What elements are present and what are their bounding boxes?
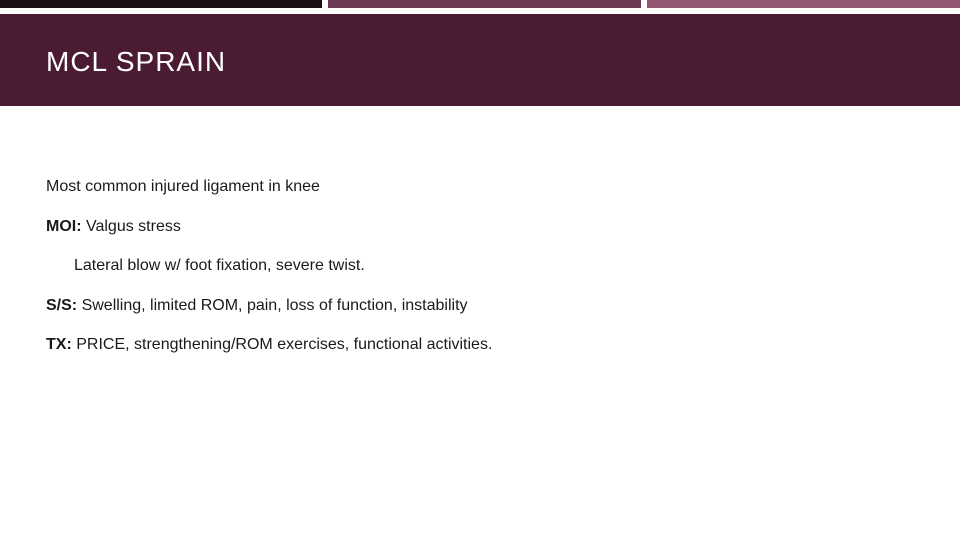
body-line-text-0: Most common injured ligament in knee (46, 178, 320, 195)
body-line-text-2: Lateral blow w/ foot fixation, severe tw… (74, 257, 365, 274)
slide-title: MCL SPRAIN (46, 46, 914, 78)
body-line-1: MOI: Valgus stress (46, 216, 914, 238)
body-line-text-3: Swelling, limited ROM, pain, loss of fun… (77, 297, 467, 314)
body-line-text-4: PRICE, strengthening/ROM exercises, func… (72, 336, 493, 353)
body-line-3: S/S: Swelling, limited ROM, pain, loss o… (46, 295, 914, 317)
body-line-4: TX: PRICE, strengthening/ROM exercises, … (46, 334, 914, 356)
body-line-0: Most common injured ligament in knee (46, 176, 914, 198)
body-line-text-1: Valgus stress (82, 218, 181, 235)
top-accent-bars (0, 0, 960, 8)
top-bar-segment-0 (0, 0, 322, 8)
body-line-2: Lateral blow w/ foot fixation, severe tw… (46, 255, 914, 277)
top-bar-segment-1 (328, 0, 641, 8)
top-bar-segment-2 (647, 0, 960, 8)
body-line-lead-1: MOI: (46, 218, 82, 235)
body-line-lead-4: TX: (46, 336, 72, 353)
body-line-lead-3: S/S: (46, 297, 77, 314)
header-band: MCL SPRAIN (0, 14, 960, 106)
body-content: Most common injured ligament in knee MOI:… (0, 106, 960, 356)
